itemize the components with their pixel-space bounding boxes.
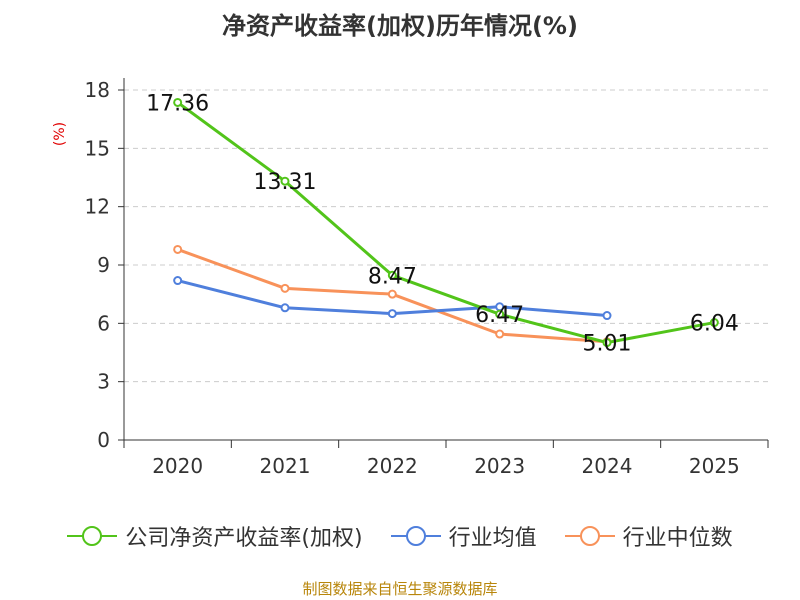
chart-title: 净资产收益率(加权)历年情况(%) (222, 12, 578, 40)
y-tick-label-15: 15 (85, 136, 110, 160)
x-tick-label-2024: 2024 (582, 454, 633, 478)
data-point-0-2020[interactable] (173, 97, 183, 107)
data-point-1-2021[interactable] (280, 303, 290, 313)
data-point-0-2023[interactable] (495, 309, 505, 319)
legend-item-industry-median[interactable]: 行业中位数 (564, 520, 733, 552)
legend-label-industry-median: 行业中位数 (622, 526, 733, 551)
data-point-2-2020[interactable] (173, 244, 183, 254)
data-point-2-2021[interactable] (280, 283, 290, 293)
data-point-2-2023[interactable] (495, 329, 505, 339)
data-label-2024: 5.01 (583, 332, 632, 357)
data-point-0-2025[interactable] (709, 318, 719, 328)
x-tick-label-2025: 2025 (689, 454, 740, 478)
legend-marker-industry-median (564, 526, 615, 546)
data-label-2021: 13.31 (254, 170, 317, 195)
data-point-1-2022[interactable] (387, 309, 397, 319)
legend-label-company: 公司净资产收益率(加权) (125, 526, 363, 551)
y-tick-label-9: 9 (97, 253, 110, 277)
legend-item-industry-mean[interactable]: 行业均值 (390, 520, 537, 552)
data-label-2023: 6.47 (475, 303, 524, 328)
legend-item-company[interactable]: 公司净资产收益率(加权) (67, 520, 363, 552)
legend: 公司净资产收益率(加权) 行业均值 行业中位数 (0, 520, 800, 552)
data-label-2020: 17.36 (146, 91, 209, 116)
y-tick-label-0: 0 (97, 428, 110, 452)
x-tick-label-2023: 2023 (474, 454, 525, 478)
data-point-0-2022[interactable] (387, 270, 397, 280)
y-tick-label-12: 12 (85, 195, 110, 219)
data-label-2022: 8.47 (368, 264, 417, 289)
legend-marker-industry-mean (390, 526, 441, 546)
x-tick-label-2021: 2021 (260, 454, 311, 478)
y-tick-label-18: 18 (85, 78, 110, 102)
data-point-0-2021[interactable] (280, 176, 290, 186)
x-tick-label-2022: 2022 (367, 454, 418, 478)
data-point-0-2024[interactable] (602, 338, 612, 348)
data-point-2-2022[interactable] (387, 289, 397, 299)
data-label-2025: 6.04 (690, 312, 739, 337)
x-tick-label-2020: 2020 (152, 454, 203, 478)
y-tick-label-6: 6 (97, 311, 110, 335)
legend-label-industry-mean: 行业均值 (448, 526, 537, 551)
y-tick-label-3: 3 (97, 370, 110, 394)
data-point-1-2020[interactable] (173, 276, 183, 286)
legend-marker-company (67, 526, 118, 546)
source-note: 制图数据来自恒生聚源数据库 (302, 580, 498, 598)
data-point-1-2024[interactable] (602, 311, 612, 321)
series-line-0 (176, 101, 715, 345)
